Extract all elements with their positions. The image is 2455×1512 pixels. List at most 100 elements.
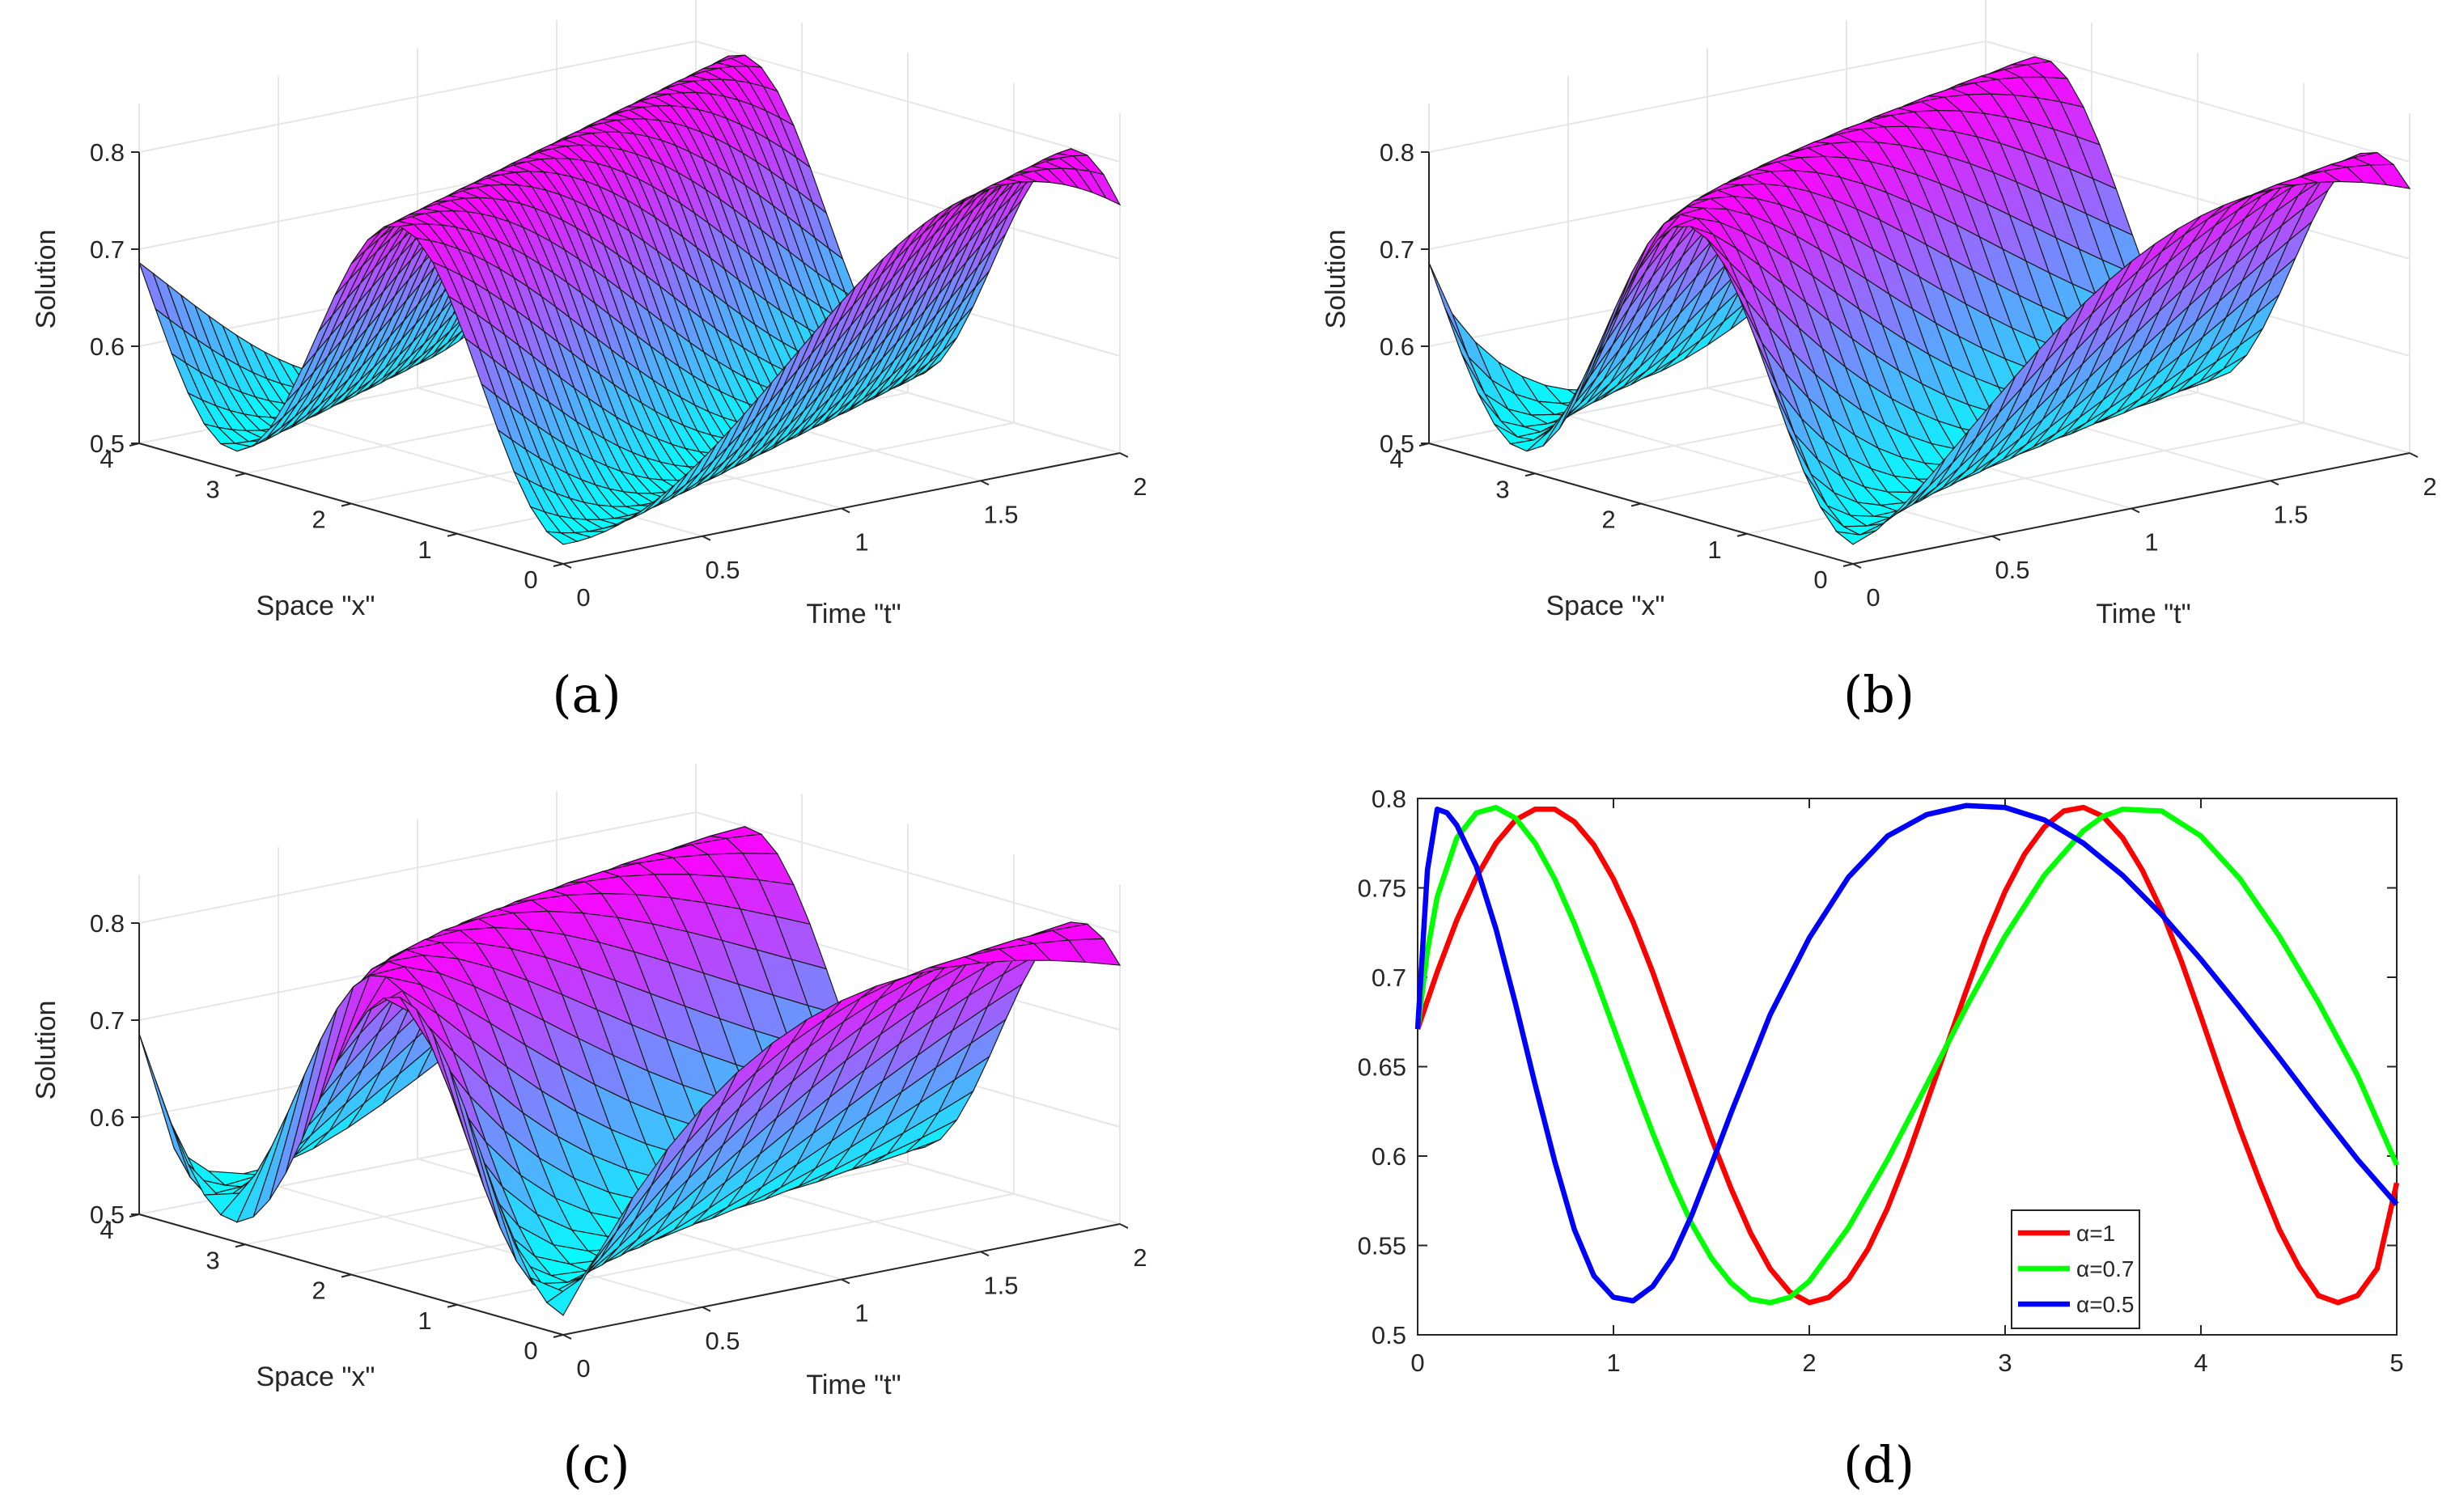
x-tick-label: 1 bbox=[418, 1307, 431, 1335]
x-axis-label: Space "x" bbox=[1546, 591, 1665, 621]
t-tick bbox=[1119, 452, 1129, 458]
t-tick bbox=[702, 535, 711, 541]
y-tick-label: 0.55 bbox=[1358, 1232, 1406, 1260]
legend-label-1: α=0.7 bbox=[2076, 1256, 2134, 1281]
panel-b: 0 1 2 3 4 0 0.5 1 1.5 2 0.5 0.6 0.7 0.8 Space "x" Time … bbox=[1321, 0, 2437, 629]
x-tick bbox=[1524, 472, 1536, 477]
t-tick-label: 1.5 bbox=[2273, 500, 2308, 528]
t-tick bbox=[980, 1251, 990, 1257]
t-tick bbox=[1991, 535, 2001, 541]
x-axis-label: Space "x" bbox=[257, 1362, 375, 1392]
y-tick-label: 0.7 bbox=[1372, 964, 1406, 992]
tick-labels: 0 1 2 3 4 0 0.5 1 1.5 2 0.5 0.6 0.7 0.8 bbox=[90, 138, 1147, 612]
series-line-2 bbox=[1414, 803, 2399, 1304]
x-tick bbox=[341, 1273, 352, 1278]
tick-labels: 0 1 2 3 4 0 0.5 1 1.5 2 0.5 0.6 0.7 0.8 bbox=[1380, 138, 2437, 612]
x-tick bbox=[1842, 563, 1854, 567]
x-tick-label: 1 bbox=[1606, 1349, 1620, 1377]
panel-c: 0 1 2 3 4 0 0.5 1 1.5 2 0.5 0.6 0.7 0.8 Space "x" Time … bbox=[31, 764, 1147, 1400]
x-tick-label: 4 bbox=[1389, 445, 1403, 473]
t-tick-label: 0 bbox=[576, 583, 590, 612]
x-tick-label: 4 bbox=[100, 1216, 113, 1244]
surface-patch bbox=[545, 531, 579, 545]
surface bbox=[138, 54, 1121, 545]
x-tick-label: 1 bbox=[418, 536, 431, 564]
y-tick-label: 0.65 bbox=[1358, 1053, 1406, 1082]
surface-patch bbox=[1834, 530, 1877, 545]
z-tick-label: 0.7 bbox=[90, 1006, 125, 1035]
t-tick bbox=[1852, 563, 1862, 569]
caption-b: (b) bbox=[1843, 665, 1914, 724]
t-tick bbox=[562, 1334, 572, 1340]
t-tick-label: 2 bbox=[1133, 472, 1147, 501]
t-tick bbox=[702, 1306, 711, 1312]
plot-area bbox=[1417, 798, 2398, 1336]
t-tick-label: 1 bbox=[2144, 528, 2158, 557]
z-tick-label: 0.8 bbox=[90, 909, 125, 938]
t-tick bbox=[562, 563, 572, 569]
z-tick-label: 0.6 bbox=[90, 332, 125, 361]
x-tick-label: 2 bbox=[312, 506, 325, 534]
t-tick-label: 0.5 bbox=[705, 1327, 740, 1355]
t-tick bbox=[2270, 480, 2279, 486]
t-tick bbox=[980, 480, 990, 486]
panel-a: 0 1 2 3 4 0 0.5 1 1.5 2 0.5 0.6 0.7 0.8 Space "x" Time … bbox=[31, 0, 1147, 629]
x-tick bbox=[1630, 502, 1642, 507]
tick-labels: 0 1 2 3 4 0 0.5 1 1.5 2 0.5 0.6 0.7 0.8 bbox=[90, 909, 1147, 1383]
t-tick bbox=[841, 1278, 850, 1285]
x-tick-label: 5 bbox=[2389, 1349, 2403, 1377]
t-tick bbox=[1119, 1223, 1129, 1229]
x-tick-label: 3 bbox=[206, 475, 219, 503]
surface bbox=[138, 826, 1121, 1316]
x-tick bbox=[235, 1243, 246, 1248]
x-tick-label: 4 bbox=[2194, 1349, 2207, 1377]
t-tick-label: 0 bbox=[1866, 583, 1880, 612]
z-tick-label: 0.7 bbox=[90, 235, 125, 264]
z-tick-label: 0.5 bbox=[90, 430, 125, 458]
t-tick-label: 2 bbox=[1133, 1243, 1147, 1272]
caption-d: (d) bbox=[1843, 1435, 1914, 1494]
surface-patch bbox=[545, 1253, 599, 1316]
t-tick bbox=[841, 507, 850, 514]
x-tick-label: 0 bbox=[524, 1336, 537, 1365]
y-tick-label: 0.5 bbox=[1372, 1321, 1406, 1349]
x-tick bbox=[341, 502, 352, 507]
t-tick-label: 1 bbox=[854, 528, 868, 557]
legend-label-2: α=0.5 bbox=[2076, 1292, 2134, 1317]
series-line-1 bbox=[1414, 804, 2399, 1306]
t-tick-label: 0 bbox=[576, 1354, 590, 1383]
z-tick-label: 0.6 bbox=[1380, 332, 1414, 361]
x-tick-label: 1 bbox=[1707, 536, 1721, 564]
x-tick-label: 2 bbox=[1802, 1349, 1816, 1377]
x-tick-label: 2 bbox=[1601, 506, 1615, 534]
caption-c: (c) bbox=[562, 1435, 630, 1494]
t-axis-label: Time "t" bbox=[806, 599, 901, 629]
x-tick-label: 4 bbox=[100, 445, 113, 473]
x-tick bbox=[447, 532, 458, 537]
t-tick-label: 2 bbox=[2423, 472, 2436, 501]
x-tick-label: 3 bbox=[1998, 1349, 2012, 1377]
y-tick-label: 0.6 bbox=[1372, 1142, 1406, 1171]
t-axis-label: Time "t" bbox=[2096, 599, 2190, 629]
t-tick-label: 0.5 bbox=[705, 556, 740, 584]
legend-label-0: α=1 bbox=[2076, 1221, 2115, 1246]
z-tick-label: 0.7 bbox=[1380, 235, 1414, 264]
z-axis-label: Solution bbox=[1321, 230, 1351, 329]
x-axis-label: Space "x" bbox=[257, 591, 375, 621]
y-tick-label: 0.8 bbox=[1372, 785, 1406, 813]
t-tick bbox=[2409, 452, 2419, 458]
t-tick-label: 1 bbox=[854, 1299, 868, 1328]
x-tick-label: 2 bbox=[312, 1277, 325, 1305]
z-tick-label: 0.6 bbox=[90, 1103, 125, 1132]
t-tick-label: 0.5 bbox=[1995, 556, 2029, 584]
z-axis-label: Solution bbox=[31, 230, 61, 329]
series-line-0 bbox=[1414, 804, 2400, 1306]
z-tick-label: 0.5 bbox=[90, 1201, 125, 1229]
panel-d: 0 1 2 3 4 50.50.550.60.650.70.750.8α=1α=0.7α=… bbox=[1358, 785, 2404, 1377]
z-axis-label: Solution bbox=[31, 1001, 61, 1100]
x-tick-label: 3 bbox=[206, 1246, 219, 1274]
z-tick-label: 0.5 bbox=[1380, 430, 1414, 458]
x-tick-label: 0 bbox=[524, 565, 537, 594]
z-tick-label: 0.8 bbox=[1380, 138, 1414, 167]
